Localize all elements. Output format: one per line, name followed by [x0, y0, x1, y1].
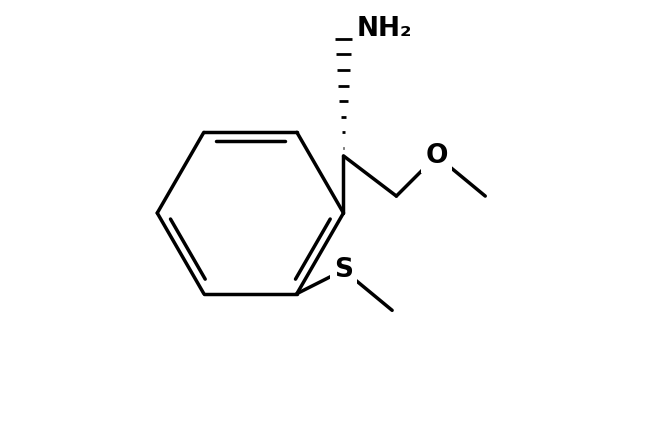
Text: S: S [334, 257, 353, 283]
Text: NH₂: NH₂ [356, 16, 411, 42]
Text: O: O [425, 143, 448, 169]
